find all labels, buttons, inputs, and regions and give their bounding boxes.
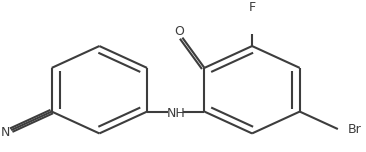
Text: NH: NH: [167, 107, 185, 120]
Text: N: N: [1, 126, 10, 139]
Text: F: F: [249, 1, 255, 14]
Text: Br: Br: [348, 123, 361, 136]
Text: O: O: [175, 25, 184, 38]
